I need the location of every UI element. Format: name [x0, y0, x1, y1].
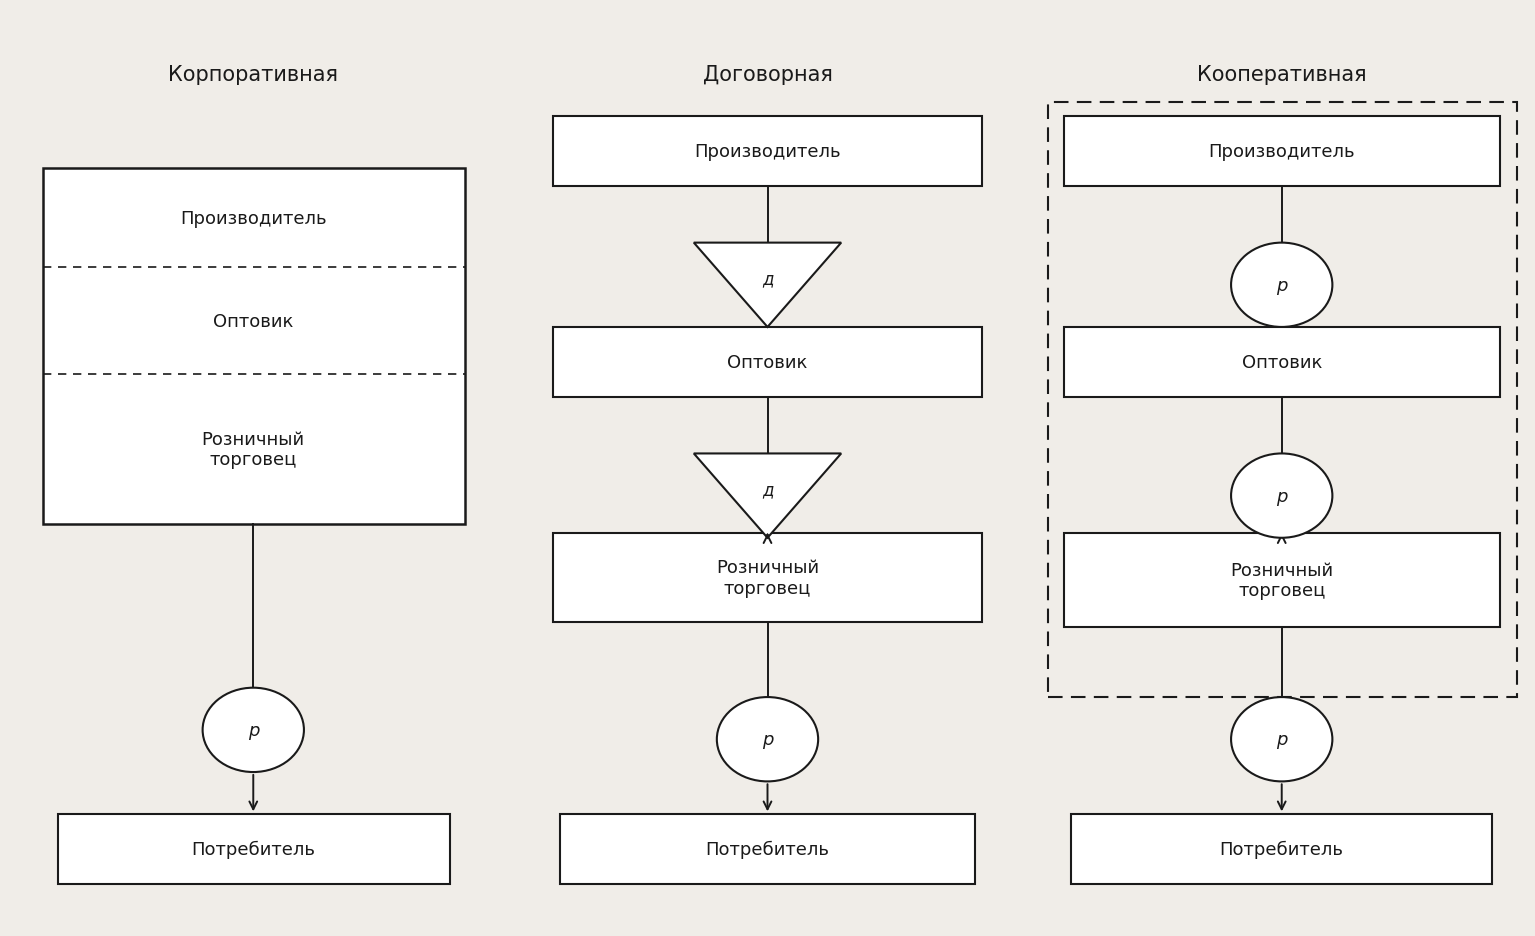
Text: р: р	[247, 721, 259, 739]
Bar	[1064, 117, 1500, 187]
Bar	[43, 168, 465, 524]
Bar	[553, 328, 982, 398]
Bar	[1048, 103, 1517, 697]
Text: Производитель: Производитель	[1208, 143, 1355, 161]
Polygon shape	[694, 243, 841, 328]
Text: р: р	[1276, 730, 1288, 749]
Polygon shape	[694, 454, 841, 538]
Text: Потребитель: Потребитель	[1220, 841, 1343, 858]
Bar	[553, 117, 982, 187]
Text: Производитель: Производитель	[694, 143, 841, 161]
Text: д: д	[761, 480, 774, 498]
Text: Потребитель: Потребитель	[192, 841, 315, 858]
Text: Оптовик: Оптовик	[213, 313, 293, 330]
Text: Розничный
торговец: Розничный торговец	[1230, 561, 1334, 600]
Bar	[1064, 534, 1500, 627]
Ellipse shape	[203, 688, 304, 772]
Text: Розничный
торговец: Розничный торговец	[715, 559, 820, 597]
Text: Кооперативная: Кооперативная	[1197, 65, 1366, 85]
Bar	[1064, 328, 1500, 398]
Text: Оптовик: Оптовик	[728, 354, 807, 372]
Ellipse shape	[1231, 454, 1332, 538]
Text: Договорная: Договорная	[703, 65, 832, 85]
Text: Производитель: Производитель	[180, 210, 327, 227]
Text: р: р	[1276, 487, 1288, 505]
Text: Потребитель: Потребитель	[706, 841, 829, 858]
Text: Розничный
торговец: Розничный торговец	[201, 430, 305, 469]
Text: д: д	[761, 270, 774, 287]
Text: р: р	[761, 730, 774, 749]
Text: Корпоративная: Корпоративная	[169, 65, 338, 85]
Text: Оптовик: Оптовик	[1242, 354, 1322, 372]
Ellipse shape	[1231, 243, 1332, 328]
Text: р: р	[1276, 276, 1288, 295]
Ellipse shape	[717, 697, 818, 782]
Bar	[58, 814, 450, 885]
Bar	[553, 534, 982, 622]
Ellipse shape	[1231, 697, 1332, 782]
Bar	[1071, 814, 1492, 885]
Bar	[560, 814, 975, 885]
